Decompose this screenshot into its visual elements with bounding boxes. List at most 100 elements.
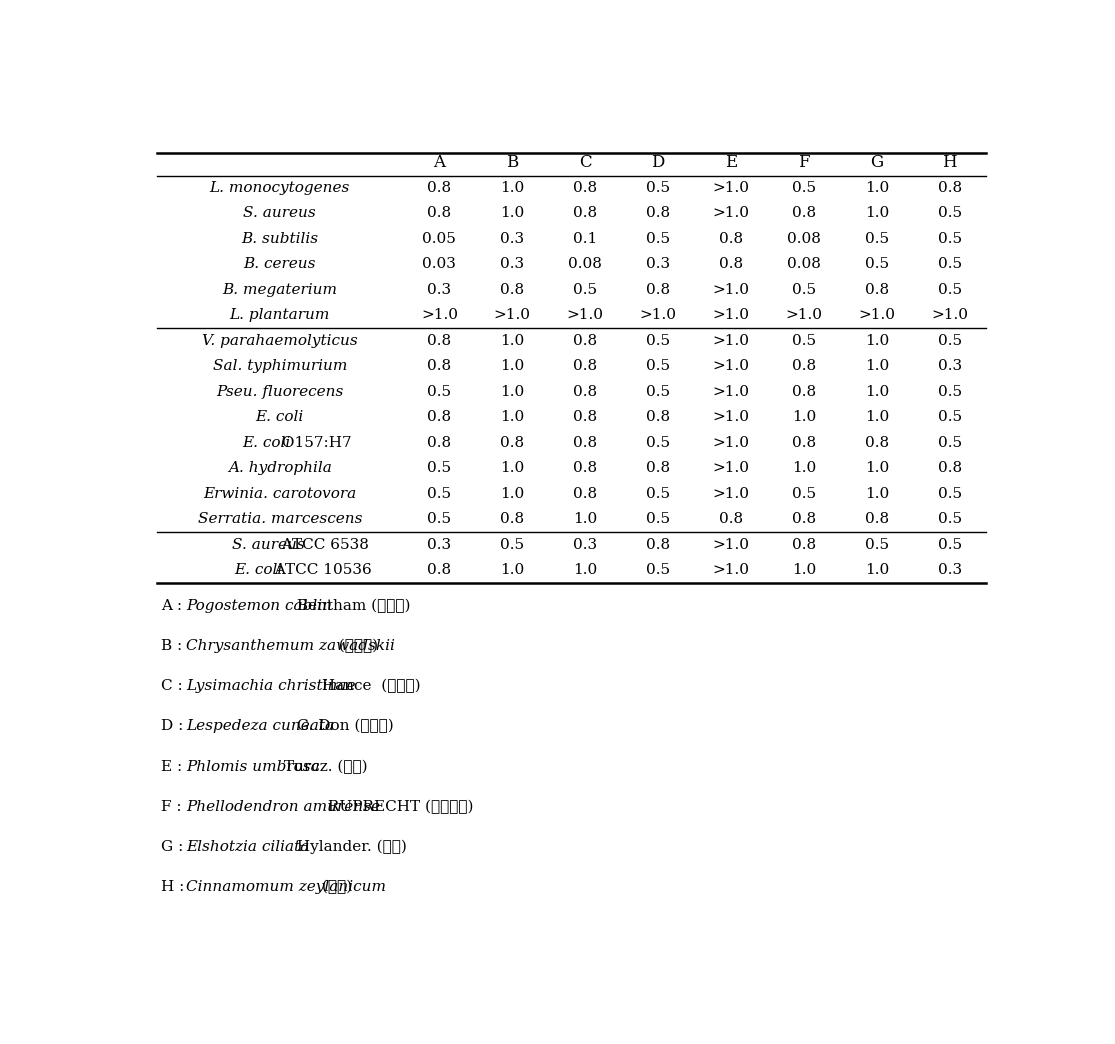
Text: >1.0: >1.0 bbox=[712, 435, 749, 450]
Text: 1.0: 1.0 bbox=[501, 206, 524, 220]
Text: 0.5: 0.5 bbox=[792, 487, 816, 500]
Text: Phlomis umbrosa: Phlomis umbrosa bbox=[186, 760, 320, 774]
Text: 0.8: 0.8 bbox=[792, 359, 816, 373]
Text: 0.8: 0.8 bbox=[427, 359, 452, 373]
Text: 1.0: 1.0 bbox=[501, 487, 524, 500]
Text: E. coli: E. coli bbox=[234, 563, 283, 577]
Text: Hance  (금전초): Hance (금전초) bbox=[317, 679, 420, 693]
Text: 0.8: 0.8 bbox=[501, 435, 524, 450]
Text: E. coli: E. coli bbox=[242, 435, 290, 450]
Text: 1.0: 1.0 bbox=[865, 410, 889, 424]
Text: Lespedeza cuneata: Lespedeza cuneata bbox=[186, 719, 334, 733]
Text: G: G bbox=[871, 153, 883, 170]
Text: 0.5: 0.5 bbox=[646, 334, 670, 348]
Text: 0.3: 0.3 bbox=[938, 563, 962, 577]
Text: 0.5: 0.5 bbox=[938, 487, 962, 500]
Text: H :: H : bbox=[161, 880, 190, 894]
Text: 0.5: 0.5 bbox=[427, 512, 452, 526]
Text: A. hydrophila: A. hydrophila bbox=[227, 461, 332, 475]
Text: >1.0: >1.0 bbox=[712, 359, 749, 373]
Text: 0.5: 0.5 bbox=[938, 232, 962, 245]
Text: B. megaterium: B. megaterium bbox=[222, 283, 338, 296]
Text: >1.0: >1.0 bbox=[494, 308, 531, 323]
Text: V. parahaemolyticus: V. parahaemolyticus bbox=[202, 334, 358, 348]
Text: 0.5: 0.5 bbox=[938, 206, 962, 220]
Text: 0.5: 0.5 bbox=[646, 181, 670, 194]
Text: 0.3: 0.3 bbox=[501, 257, 524, 271]
Text: 0.8: 0.8 bbox=[646, 461, 670, 475]
Text: >1.0: >1.0 bbox=[712, 206, 749, 220]
Text: Turcz. (속단): Turcz. (속단) bbox=[279, 759, 368, 774]
Text: O157:H7: O157:H7 bbox=[278, 435, 352, 450]
Text: 0.8: 0.8 bbox=[792, 206, 816, 220]
Text: 0.5: 0.5 bbox=[646, 384, 670, 399]
Text: 0.8: 0.8 bbox=[646, 283, 670, 296]
Text: 0.8: 0.8 bbox=[427, 181, 452, 194]
Text: 0.3: 0.3 bbox=[646, 257, 670, 271]
Text: 0.8: 0.8 bbox=[573, 206, 598, 220]
Text: 0.5: 0.5 bbox=[865, 257, 889, 271]
Text: 0.5: 0.5 bbox=[646, 563, 670, 577]
Text: 0.8: 0.8 bbox=[573, 410, 598, 424]
Text: 0.3: 0.3 bbox=[427, 538, 452, 551]
Text: 0.5: 0.5 bbox=[865, 538, 889, 551]
Text: 0.5: 0.5 bbox=[646, 435, 670, 450]
Text: 0.8: 0.8 bbox=[792, 384, 816, 399]
Text: ATCC 6538: ATCC 6538 bbox=[278, 538, 369, 551]
Text: 0.5: 0.5 bbox=[646, 359, 670, 373]
Text: A: A bbox=[434, 153, 445, 170]
Text: 0.8: 0.8 bbox=[573, 435, 598, 450]
Text: (구절초): (구절초) bbox=[329, 639, 378, 654]
Text: 0.8: 0.8 bbox=[573, 487, 598, 500]
Text: >1.0: >1.0 bbox=[712, 181, 749, 194]
Text: Bentham (광곽향): Bentham (광곽향) bbox=[292, 598, 410, 613]
Text: D :: D : bbox=[161, 719, 188, 733]
Text: 0.5: 0.5 bbox=[646, 487, 670, 500]
Text: B :: B : bbox=[161, 639, 187, 652]
Text: 0.5: 0.5 bbox=[938, 435, 962, 450]
Text: >1.0: >1.0 bbox=[785, 308, 823, 323]
Text: 0.8: 0.8 bbox=[865, 435, 889, 450]
Text: 0.8: 0.8 bbox=[573, 181, 598, 194]
Text: 1.0: 1.0 bbox=[501, 359, 524, 373]
Text: 1.0: 1.0 bbox=[792, 410, 816, 424]
Text: Hylander. (향유): Hylander. (향유) bbox=[292, 839, 407, 854]
Text: B: B bbox=[506, 153, 518, 170]
Text: 0.5: 0.5 bbox=[938, 538, 962, 551]
Text: 0.8: 0.8 bbox=[427, 206, 452, 220]
Text: C :: C : bbox=[161, 680, 187, 693]
Text: >1.0: >1.0 bbox=[712, 410, 749, 424]
Text: 0.5: 0.5 bbox=[646, 512, 670, 526]
Text: Elshotzia ciliata: Elshotzia ciliata bbox=[186, 840, 309, 854]
Text: 0.8: 0.8 bbox=[427, 435, 452, 450]
Text: 1.0: 1.0 bbox=[865, 563, 889, 577]
Text: >1.0: >1.0 bbox=[712, 334, 749, 348]
Text: 0.8: 0.8 bbox=[792, 538, 816, 551]
Text: 0.5: 0.5 bbox=[938, 512, 962, 526]
Text: (계피): (계피) bbox=[317, 880, 351, 895]
Text: 0.8: 0.8 bbox=[573, 384, 598, 399]
Text: 0.8: 0.8 bbox=[427, 334, 452, 348]
Text: >1.0: >1.0 bbox=[712, 538, 749, 551]
Text: L. monocytogenes: L. monocytogenes bbox=[210, 181, 350, 194]
Text: 0.03: 0.03 bbox=[423, 257, 456, 271]
Text: 1.0: 1.0 bbox=[865, 384, 889, 399]
Text: E: E bbox=[725, 153, 737, 170]
Text: 0.3: 0.3 bbox=[501, 232, 524, 245]
Text: 0.5: 0.5 bbox=[646, 232, 670, 245]
Text: Chrysanthemum zawadskii: Chrysanthemum zawadskii bbox=[186, 639, 395, 652]
Text: 1.0: 1.0 bbox=[501, 461, 524, 475]
Text: B. cereus: B. cereus bbox=[243, 257, 316, 271]
Text: 1.0: 1.0 bbox=[573, 512, 598, 526]
Text: 0.8: 0.8 bbox=[938, 181, 962, 194]
Text: 1.0: 1.0 bbox=[501, 563, 524, 577]
Text: >1.0: >1.0 bbox=[712, 384, 749, 399]
Text: L. plantarum: L. plantarum bbox=[230, 308, 330, 323]
Text: >1.0: >1.0 bbox=[640, 308, 677, 323]
Text: B. subtilis: B. subtilis bbox=[241, 232, 319, 245]
Text: 0.5: 0.5 bbox=[938, 334, 962, 348]
Text: 1.0: 1.0 bbox=[501, 410, 524, 424]
Text: F: F bbox=[798, 153, 809, 170]
Text: E. coli: E. coli bbox=[255, 410, 304, 424]
Text: 0.5: 0.5 bbox=[865, 232, 889, 245]
